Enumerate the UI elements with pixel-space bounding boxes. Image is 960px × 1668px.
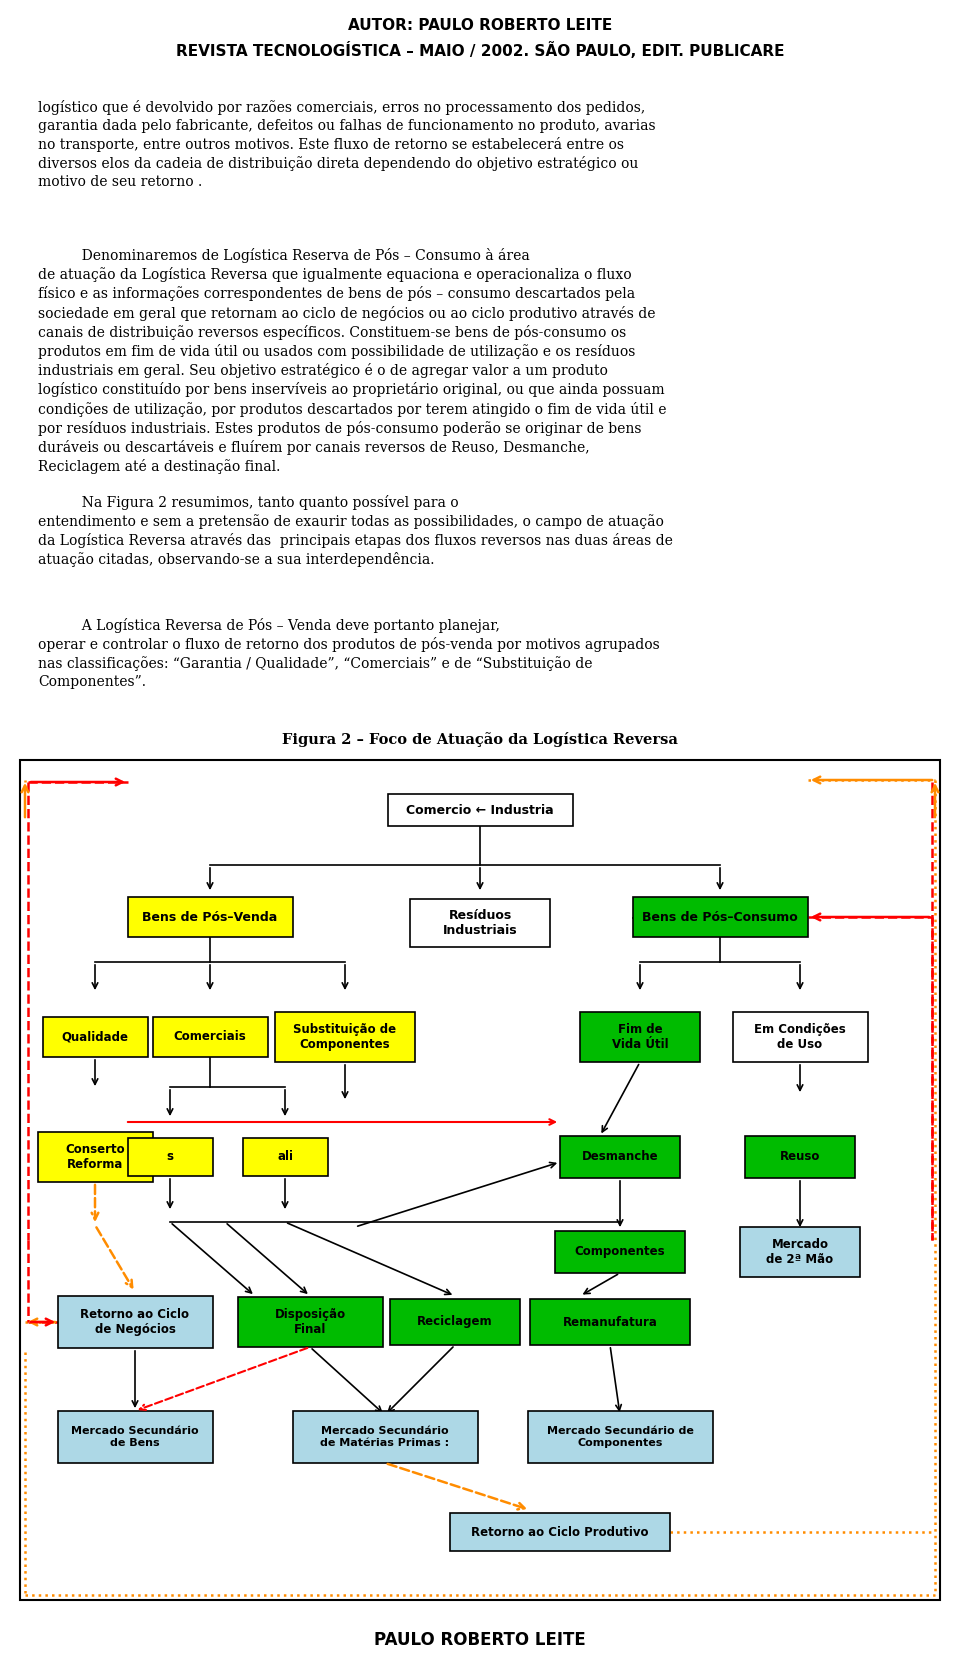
Text: logístico que é devolvido por razões comerciais, erros no processamento dos pedi: logístico que é devolvido por razões com… xyxy=(38,100,656,188)
Text: Fim de
Vida Útil: Fim de Vida Útil xyxy=(612,1022,668,1051)
Bar xyxy=(580,1012,700,1063)
Bar xyxy=(243,1138,327,1176)
Text: PAULO ROBERTO LEITE: PAULO ROBERTO LEITE xyxy=(374,1631,586,1650)
Text: Conserto
Reforma: Conserto Reforma xyxy=(65,1143,125,1171)
Text: AUTOR: PAULO ROBERTO LEITE: AUTOR: PAULO ROBERTO LEITE xyxy=(348,18,612,33)
Bar xyxy=(388,794,572,826)
Text: Componentes: Componentes xyxy=(575,1246,665,1258)
Text: Substituição de
Componentes: Substituição de Componentes xyxy=(294,1022,396,1051)
Text: Na Figura 2 resumimos, tanto quanto possível para o
entendimento e sem a pretens: Na Figura 2 resumimos, tanto quanto poss… xyxy=(38,495,673,567)
Text: Qualidade: Qualidade xyxy=(61,1031,129,1044)
Text: Denominaremos de Logística Reserva de Pós – Consumo à área
de atuação da Logísti: Denominaremos de Logística Reserva de Pó… xyxy=(38,249,666,474)
Text: Mercado
de 2ª Mão: Mercado de 2ª Mão xyxy=(766,1238,833,1266)
Text: Comerciais: Comerciais xyxy=(174,1031,247,1044)
Text: Bens de Pós–Venda: Bens de Pós–Venda xyxy=(142,911,277,924)
Text: Disposição
Final: Disposição Final xyxy=(275,1308,346,1336)
Text: Bens de Pós–Consumo: Bens de Pós–Consumo xyxy=(642,911,798,924)
Text: Figura 2 – Foco de Atuação da Logística Reversa: Figura 2 – Foco de Atuação da Logística … xyxy=(282,732,678,747)
Text: Comercio ← Industria: Comercio ← Industria xyxy=(406,804,554,817)
Bar xyxy=(293,1411,477,1463)
Bar xyxy=(20,761,940,1600)
Bar xyxy=(555,1231,685,1273)
Bar xyxy=(275,1012,415,1063)
Bar xyxy=(390,1299,520,1344)
Bar xyxy=(58,1296,212,1348)
Text: Remanufatura: Remanufatura xyxy=(563,1316,658,1328)
Text: Mercado Secundário de
Componentes: Mercado Secundário de Componentes xyxy=(546,1426,693,1448)
Text: A Logística Reversa de Pós – Venda deve portanto planejar,
operar e controlar o : A Logística Reversa de Pós – Venda deve … xyxy=(38,619,660,689)
Text: REVISTA TECNOLOGÍSTICA – MAIO / 2002. SÃO PAULO, EDIT. PUBLICARE: REVISTA TECNOLOGÍSTICA – MAIO / 2002. SÃ… xyxy=(176,42,784,58)
Bar xyxy=(58,1411,212,1463)
Text: Retorno ao Ciclo Produtivo: Retorno ao Ciclo Produtivo xyxy=(471,1526,649,1538)
Text: Desmanche: Desmanche xyxy=(582,1151,659,1164)
Text: ali: ali xyxy=(277,1151,293,1164)
Bar xyxy=(745,1136,855,1178)
Bar xyxy=(128,1138,212,1176)
Bar xyxy=(42,1017,148,1058)
Bar xyxy=(560,1136,680,1178)
Bar xyxy=(153,1017,268,1058)
Bar xyxy=(410,899,550,947)
Text: Resíduos
Industriais: Resíduos Industriais xyxy=(443,909,517,937)
Bar xyxy=(740,1228,860,1278)
Text: Em Condições
de Uso: Em Condições de Uso xyxy=(755,1022,846,1051)
Text: Mercado Secundário
de Matérias Primas :: Mercado Secundário de Matérias Primas : xyxy=(321,1426,449,1448)
Text: Mercado Secundário
de Bens: Mercado Secundário de Bens xyxy=(71,1426,199,1448)
Bar xyxy=(37,1133,153,1183)
Bar xyxy=(530,1299,690,1344)
Text: Retorno ao Ciclo
de Negócios: Retorno ao Ciclo de Negócios xyxy=(81,1308,189,1336)
Bar xyxy=(128,897,293,937)
Text: Reciclagem: Reciclagem xyxy=(418,1316,492,1328)
Bar xyxy=(633,897,807,937)
Bar xyxy=(237,1298,382,1348)
Bar xyxy=(732,1012,868,1063)
Bar xyxy=(450,1513,670,1551)
Text: s: s xyxy=(166,1151,174,1164)
Bar xyxy=(527,1411,712,1463)
Text: Reuso: Reuso xyxy=(780,1151,820,1164)
